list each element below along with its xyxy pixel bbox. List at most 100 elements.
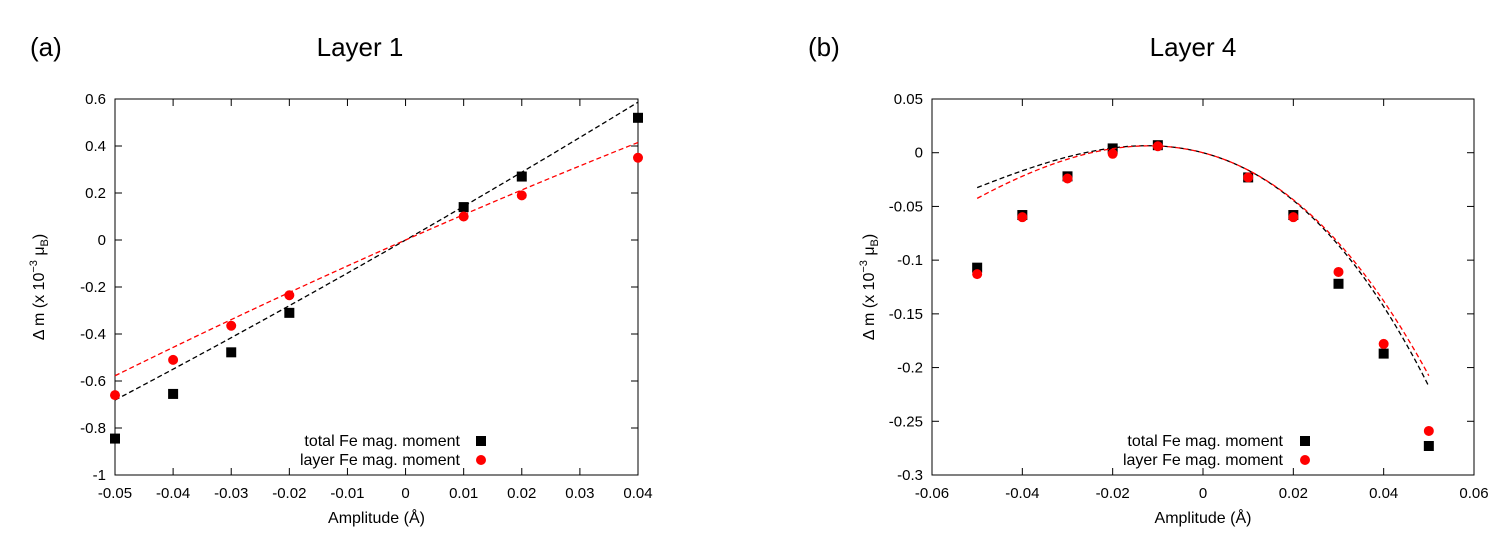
series-total-fe xyxy=(110,101,643,444)
legend-label: layer Fe mag. moment xyxy=(300,452,461,469)
data-point-circle xyxy=(1243,172,1254,183)
data-point-square xyxy=(516,171,527,182)
data-point-square xyxy=(168,388,179,399)
chart-title: Layer 1 xyxy=(317,32,404,62)
x-tick-label: 0 xyxy=(401,485,409,502)
series-total-fe xyxy=(972,140,1434,451)
data-point-circle xyxy=(458,211,469,222)
x-tick-label: 0.02 xyxy=(507,485,536,502)
legend-label: total Fe mag. moment xyxy=(1127,433,1283,450)
legend-marker-circle xyxy=(476,455,486,465)
fit-line xyxy=(114,141,639,377)
y-axis-label-exp: −3 xyxy=(28,260,40,273)
x-tick-label: -0.04 xyxy=(1005,485,1039,502)
y-tick-label: -0.4 xyxy=(80,326,106,343)
chart-title: Layer 4 xyxy=(1150,32,1237,62)
x-tick-label: -0.04 xyxy=(156,485,190,502)
legend: total Fe mag. moment layer Fe mag. moment xyxy=(1123,433,1310,469)
x-tick-label: -0.02 xyxy=(272,485,306,502)
y-tick-label: 0.2 xyxy=(85,185,106,202)
x-tick-label: 0.03 xyxy=(565,485,594,502)
data-point-circle xyxy=(1107,148,1118,159)
data-point-square xyxy=(458,202,469,213)
x-axis-label: Amplitude (Å) xyxy=(1155,508,1252,527)
data-point-circle xyxy=(1017,212,1028,223)
data-point-circle xyxy=(110,390,120,401)
data-point-circle xyxy=(1062,173,1073,184)
y-tick-label: 0 xyxy=(915,145,923,162)
x-tick-label: 0.04 xyxy=(1369,485,1398,502)
y-axis-label-sub: B xyxy=(39,239,51,246)
y-axis-label: Δ m (x 10−3 μB) xyxy=(858,234,881,340)
legend-marker-square xyxy=(476,436,486,446)
y-tick-label: -0.6 xyxy=(80,373,106,390)
y-tick-label: 0 xyxy=(98,232,106,249)
chart-panel-b: (b) Layer 4 -0.06 -0.04 -0.02 0 0.02 0.04 0.06 -0… xyxy=(808,32,1489,527)
x-tick-label: -0.02 xyxy=(1096,485,1130,502)
legend-label: total Fe mag. moment xyxy=(304,433,460,450)
data-point-circle xyxy=(1152,141,1163,152)
data-point-circle xyxy=(226,320,237,331)
y-tick-label: -0.3 xyxy=(897,467,923,484)
fit-line xyxy=(976,145,1430,376)
legend-marker-square xyxy=(1300,436,1310,446)
x-tick-label: 0.04 xyxy=(623,485,652,502)
data-point-circle xyxy=(168,354,179,365)
x-tick-label: 0.06 xyxy=(1459,485,1488,502)
y-axis-label-sub: B xyxy=(869,239,881,246)
y-tick-label: -0.05 xyxy=(889,198,923,215)
data-point-circle xyxy=(516,190,527,201)
y-axis-label-main: Δ m (x 10 xyxy=(861,273,878,341)
legend-label: layer Fe mag. moment xyxy=(1123,452,1284,469)
fit-line xyxy=(976,145,1430,387)
panel-label: (b) xyxy=(808,32,840,62)
plot-frame xyxy=(931,98,1475,476)
y-tick-label: -0.2 xyxy=(897,360,923,377)
y-tick-label: -0.1 xyxy=(897,252,923,269)
data-point-square xyxy=(1378,348,1389,359)
data-point-square xyxy=(110,433,120,444)
data-point-circle xyxy=(1423,425,1434,436)
data-point-square xyxy=(284,307,295,318)
fit-line xyxy=(114,101,639,401)
data-point-circle xyxy=(633,152,643,163)
x-tick-label: -0.05 xyxy=(98,485,132,502)
data-point-square xyxy=(1423,440,1434,451)
x-tick-label: 0 xyxy=(1199,485,1207,502)
y-axis-label-mu: μ xyxy=(861,246,878,260)
y-tick-label: 0.6 xyxy=(85,91,106,108)
y-axis-label: Δ m (x 10−3 μB) xyxy=(28,234,51,340)
data-point-circle xyxy=(972,269,983,280)
y-tick-label: -0.8 xyxy=(80,420,106,437)
x-tick-label: 0.01 xyxy=(449,485,478,502)
y-tick-label: 0.05 xyxy=(894,91,923,108)
x-tick-label: -0.03 xyxy=(214,485,248,502)
y-tick-label: -1 xyxy=(93,467,106,484)
y-tick-label: -0.25 xyxy=(889,413,923,430)
y-tick-label: -0.15 xyxy=(889,306,923,323)
data-point-square xyxy=(633,112,643,123)
x-tick-label: -0.06 xyxy=(915,485,949,502)
y-axis-label-main: Δ m (x 10 xyxy=(31,273,48,341)
data-point-square xyxy=(972,262,983,273)
x-axis-label: Amplitude (Å) xyxy=(328,508,425,527)
data-point-circle xyxy=(1378,338,1389,349)
x-tick-label: 0.02 xyxy=(1279,485,1308,502)
data-point-circle xyxy=(1333,266,1344,277)
series-layer-fe xyxy=(972,141,1434,436)
x-tick-label: -0.01 xyxy=(330,485,364,502)
legend: total Fe mag. moment layer Fe mag. moment xyxy=(300,433,486,469)
legend-marker-circle xyxy=(1300,455,1310,465)
data-point-circle xyxy=(1288,212,1299,223)
series-layer-fe xyxy=(110,141,643,401)
y-axis-label-mu: μ xyxy=(31,246,48,260)
y-axis-label-close: ) xyxy=(861,234,878,239)
y-axis-label-exp: −3 xyxy=(858,260,870,273)
panel-label: (a) xyxy=(30,32,62,62)
plot-frame xyxy=(114,98,639,476)
y-axis-label-close: ) xyxy=(31,234,48,239)
chart-panel-a: (a) Layer 1 -0.05 -0.04 -0.03 -0.02 -0.01 0 0.01… xyxy=(28,32,653,527)
data-point-circle xyxy=(284,290,295,301)
y-tick-label: 0.4 xyxy=(85,138,106,155)
